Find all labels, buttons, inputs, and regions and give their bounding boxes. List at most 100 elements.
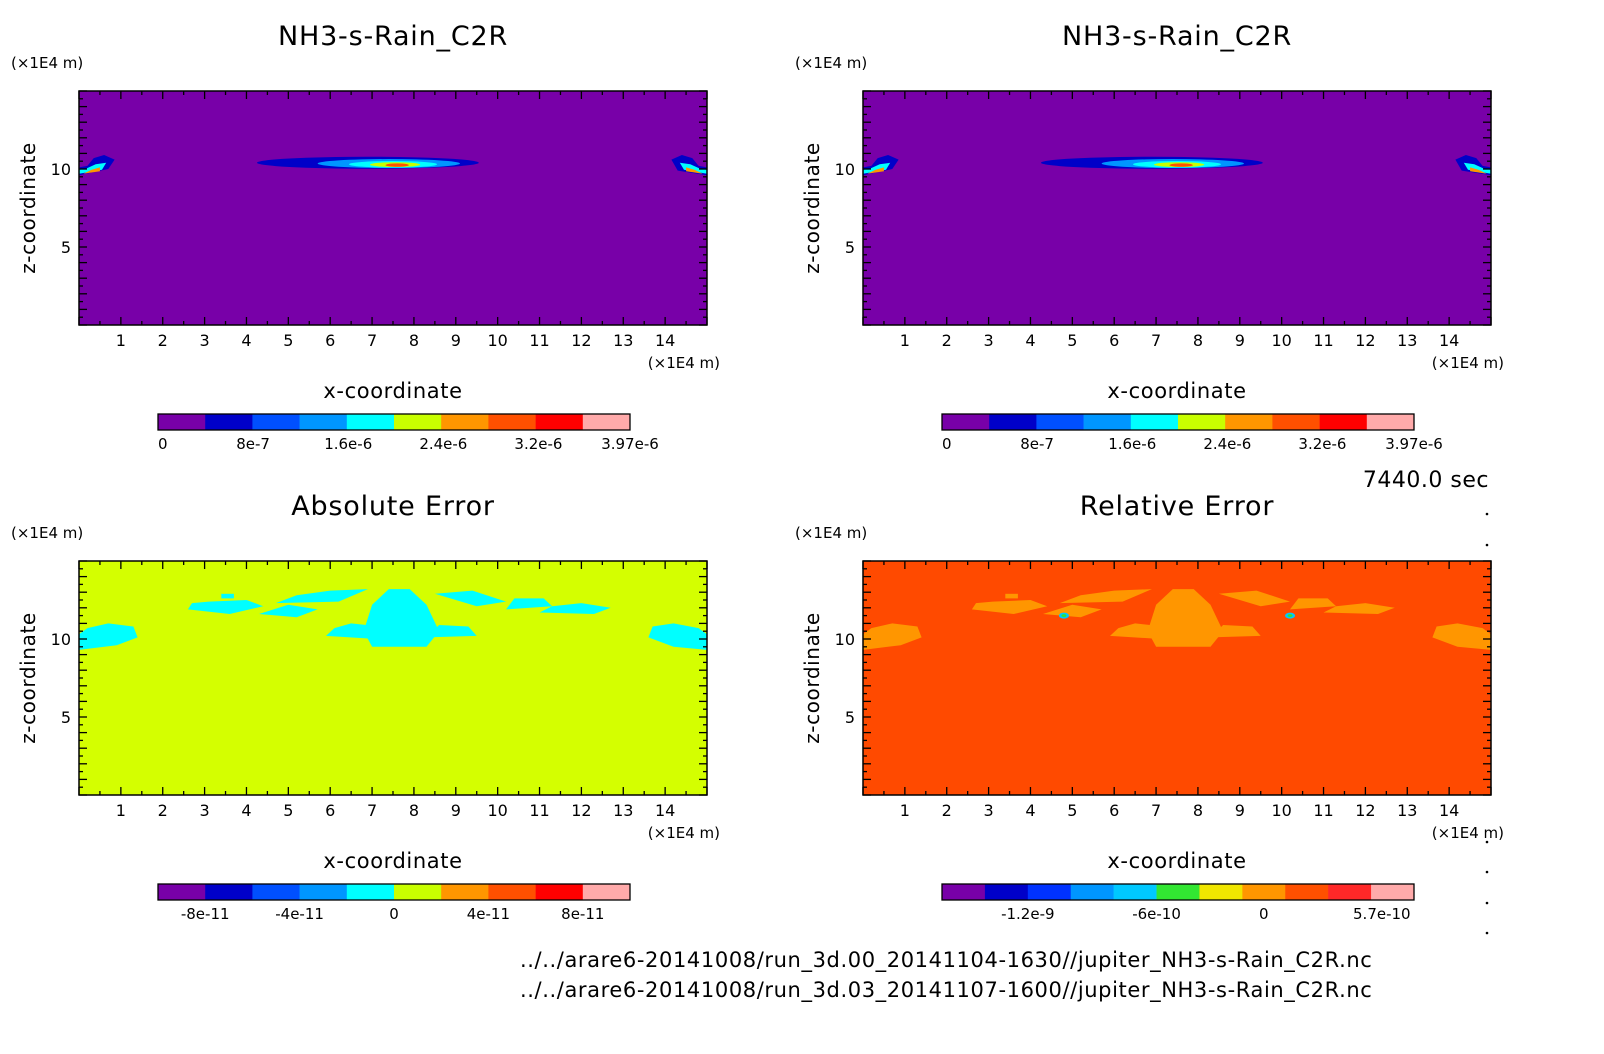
plot-area [863,91,1491,325]
colorbar-swatch [942,884,986,900]
margin-dot [1485,901,1489,905]
time-label: 7440.0 sec [1363,468,1489,493]
x-tick-label: 5 [1067,331,1077,350]
error-patch [971,600,1048,614]
colorbar-swatch [1242,884,1286,900]
x-tick-label: 4 [1025,331,1035,350]
x-axis-label: x-coordinate [323,849,462,873]
y-axis-label: z-coordinate [16,142,40,274]
error-patch [259,604,318,618]
colorbar-label: 3.2e-6 [514,435,562,453]
error-patch [1432,623,1491,650]
x-tick-label: 3 [984,331,994,350]
y-axis-label: z-coordinate [800,142,824,274]
x-unit-label: (×1E4 m) [1432,354,1504,372]
x-tick-label: 3 [984,801,994,820]
z-tick-label: 10 [51,160,71,179]
z-unit-label: (×1E4 m) [795,524,867,542]
colorbar-swatch [942,414,990,430]
x-tick-label: 8 [1193,331,1203,350]
x-tick-label: 7 [1151,331,1161,350]
colorbar-swatch [1178,414,1226,430]
chart-panel-4: Relative Error(×1E4 m)1 2 3 4 5 6 7 8 9 10 11 12 13 1… [795,491,1504,923]
error-patch [1059,589,1152,604]
colorbar-swatch [1366,414,1415,430]
colorbar-swatch [252,414,300,430]
colorbar-swatch [1156,884,1200,900]
x-tick-label: 2 [158,801,168,820]
x-tick-label: 14 [1439,331,1459,350]
x-tick-label: 5 [1067,801,1077,820]
y-axis-label: z-coordinate [16,612,40,744]
x-tick-label: 6 [1109,801,1119,820]
x-tick-label: 2 [158,331,168,350]
x-unit-label: (×1E4 m) [1432,824,1504,842]
cloud-core [385,163,409,167]
x-tick-label: 11 [529,801,549,820]
colorbar-label: 0 [942,435,952,453]
colorbar-swatch [535,884,584,900]
x-tick-label: 3 [200,801,210,820]
colorbar-swatch [394,884,442,900]
colorbar-label: 3.2e-6 [1298,435,1346,453]
colorbar-swatch [158,884,206,900]
error-patch [648,623,707,650]
error-patch [79,623,138,650]
x-tick-label: 10 [487,801,507,820]
colorbar-swatch [1113,884,1157,900]
x-tick-label: 4 [241,331,251,350]
error-patch [1218,590,1290,607]
z-tick-label: 5 [845,708,855,727]
colorbar-frame [941,413,1415,431]
z-tick-label: 5 [845,238,855,257]
colorbar-label: 5.7e-10 [1353,905,1411,923]
colorbar-swatch [441,414,489,430]
x-tick-label: 6 [325,331,335,350]
colorbar-label: 8e-7 [236,435,270,453]
z-tick-label: 10 [51,630,71,649]
colorbar-swatch [1371,884,1415,900]
x-tick-label: 13 [613,331,633,350]
margin-dot [1485,512,1489,516]
x-tick-label: 1 [900,801,910,820]
colorbar-frame [157,883,631,901]
x-tick-label: 10 [1271,801,1291,820]
colorbar-swatch [346,884,395,900]
x-tick-label: 1 [116,331,126,350]
x-tick-label: 6 [325,801,335,820]
z-unit-label: (×1E4 m) [11,54,83,72]
colorbar-label: 3.97e-6 [1385,435,1443,453]
x-tick-label: 12 [571,801,591,820]
error-patch [1210,625,1261,638]
colorbar-swatch [582,414,631,430]
x-tick-label: 9 [451,801,461,820]
colorbar-swatch [984,884,1029,900]
colorbar-label: 2.4e-6 [419,435,467,453]
x-axis-label: x-coordinate [1107,849,1246,873]
x-tick-label: 10 [487,331,507,350]
x-tick-label: 5 [283,801,293,820]
colorbar-swatch [1083,414,1132,430]
chart-panel-3: Absolute Error(×1E4 m)1 2 3 4 5 6 7 8 9 10 11 12 13 1… [11,491,720,923]
error-patch [863,623,922,650]
colorbar-label: -4e-11 [275,905,324,923]
file-path-1: ../../arare6-20141008/run_3d.00_20141104… [520,948,1373,972]
x-tick-label: 13 [613,801,633,820]
chart-panel-1: NH3-s-Rain_C2R(×1E4 m)1 2 3 4 5 6 7 8 9 10 11 12 13 1… [11,21,720,453]
error-patch [326,623,381,639]
error-patch [434,590,506,607]
file-path-2: ../../arare6-20141008/run_3d.03_20141107… [520,978,1373,1002]
colorbar-swatch [1328,884,1372,900]
colorbar-label: 0 [158,435,168,453]
colorbar-label: 0 [389,905,399,923]
x-tick-label: 5 [283,331,293,350]
x-tick-label: 13 [1397,801,1417,820]
error-patch [1147,589,1224,647]
error-patch [187,600,264,614]
colorbar-swatch [1199,884,1243,900]
x-tick-label: 12 [1355,331,1375,350]
colorbar-swatch [1070,884,1114,900]
colorbar-swatch [1036,414,1084,430]
chart-title: NH3-s-Rain_C2R [1062,21,1292,52]
